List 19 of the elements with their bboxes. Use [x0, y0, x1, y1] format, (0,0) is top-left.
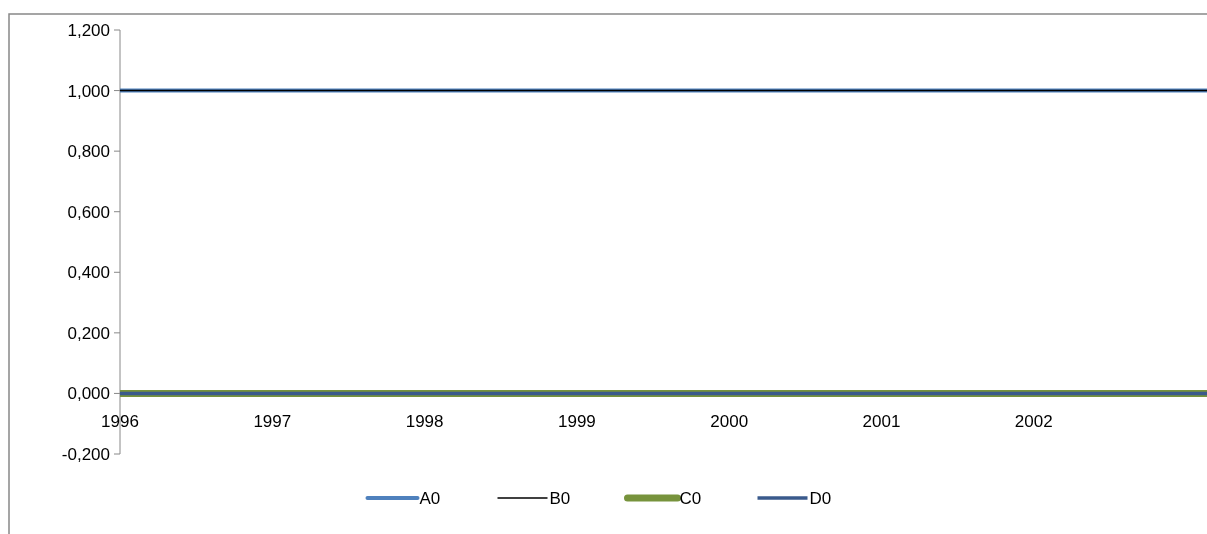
x-tick-label: 2002 [1014, 412, 1053, 432]
x-tick-label: 1999 [557, 412, 596, 432]
y-tick-label: 0,800 [67, 142, 110, 162]
y-tick-label: 1,200 [67, 20, 110, 40]
x-tick-label: 2000 [710, 412, 749, 432]
y-tick-label: 0,400 [67, 263, 110, 283]
legend-label: A0 [419, 488, 441, 508]
legend-label: D0 [809, 488, 832, 508]
y-tick-label: 0,600 [67, 202, 110, 222]
y-tick-label: -0,200 [61, 444, 110, 464]
y-tick-label: 1,000 [67, 81, 110, 101]
x-tick-label: 2001 [862, 412, 901, 432]
legend-label: B0 [549, 488, 571, 508]
x-tick-label: 1996 [101, 412, 139, 432]
x-tick-label: 1998 [405, 412, 444, 432]
x-tick-label: 1997 [253, 412, 292, 432]
y-tick-label: 0,000 [67, 384, 110, 404]
legend-label: C0 [679, 488, 702, 508]
y-tick-label: 0,200 [67, 323, 110, 343]
